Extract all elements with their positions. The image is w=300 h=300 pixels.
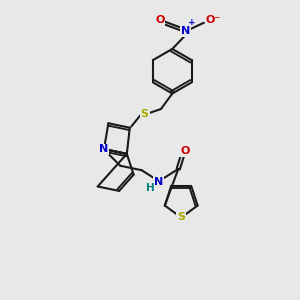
Text: N: N	[154, 176, 164, 187]
Text: O⁻: O⁻	[206, 15, 221, 25]
Text: H: H	[146, 183, 154, 193]
Text: S: S	[141, 109, 148, 119]
Text: O: O	[155, 15, 164, 25]
Text: N: N	[181, 26, 190, 36]
Text: N: N	[99, 144, 109, 154]
Text: O: O	[180, 146, 190, 156]
Text: S: S	[177, 212, 185, 223]
Text: +: +	[188, 18, 196, 27]
